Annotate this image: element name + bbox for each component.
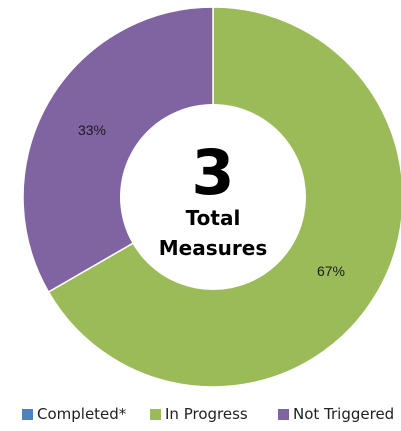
legend-label-in-progress: In Progress [165,405,248,423]
legend-swatch-in-progress [150,408,161,420]
donut-hole [120,104,306,290]
chart-legend: Completed* In Progress Not Triggered [0,405,401,429]
total-label-line1: Total [186,206,241,230]
legend-swatch-completed [22,408,33,420]
slice-label-in-progress: 67% [317,263,345,279]
slice-label-not-triggered: 33% [78,122,106,138]
legend-item-not-triggered: Not Triggered [278,405,394,423]
legend-label-completed: Completed* [37,405,127,423]
legend-item-completed: Completed* [22,405,126,423]
legend-item-in-progress: In Progress [150,405,248,423]
legend-label-not-triggered: Not Triggered [293,405,395,423]
total-label-line2: Measures [159,236,267,260]
legend-swatch-not-triggered [278,408,289,420]
total-count: 3 [191,136,234,209]
donut-chart: 33% 67% 3 Total Measures [22,6,401,388]
